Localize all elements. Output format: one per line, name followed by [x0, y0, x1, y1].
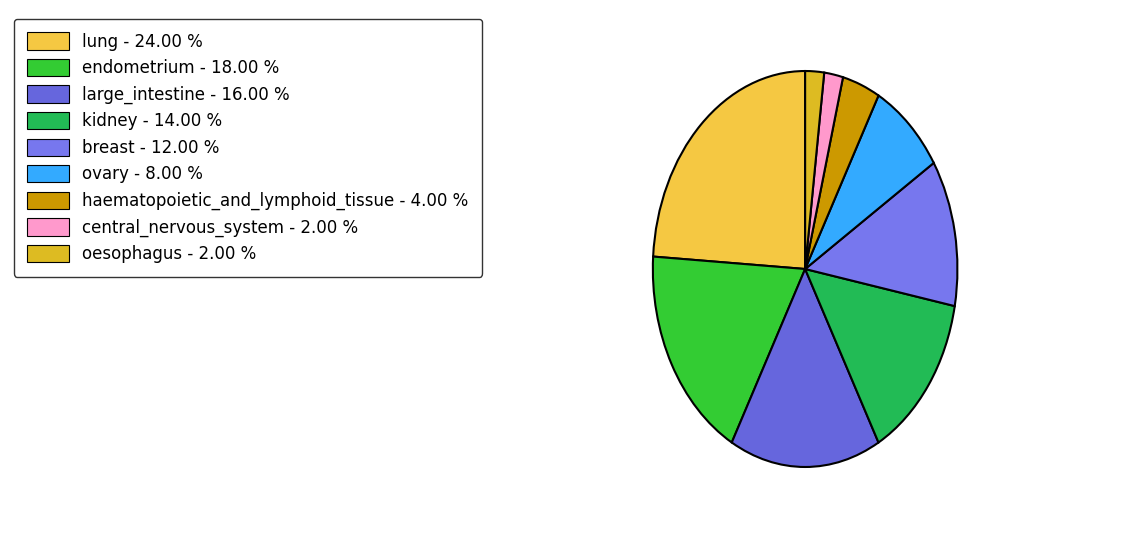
Wedge shape [805, 73, 843, 269]
Wedge shape [805, 77, 879, 269]
Wedge shape [653, 71, 805, 269]
Wedge shape [805, 163, 957, 306]
Wedge shape [805, 71, 824, 269]
Wedge shape [731, 269, 879, 467]
Wedge shape [805, 269, 955, 442]
Wedge shape [653, 257, 805, 442]
Wedge shape [805, 96, 933, 269]
Legend: lung - 24.00 %, endometrium - 18.00 %, large_intestine - 16.00 %, kidney - 14.00: lung - 24.00 %, endometrium - 18.00 %, l… [14, 19, 482, 277]
